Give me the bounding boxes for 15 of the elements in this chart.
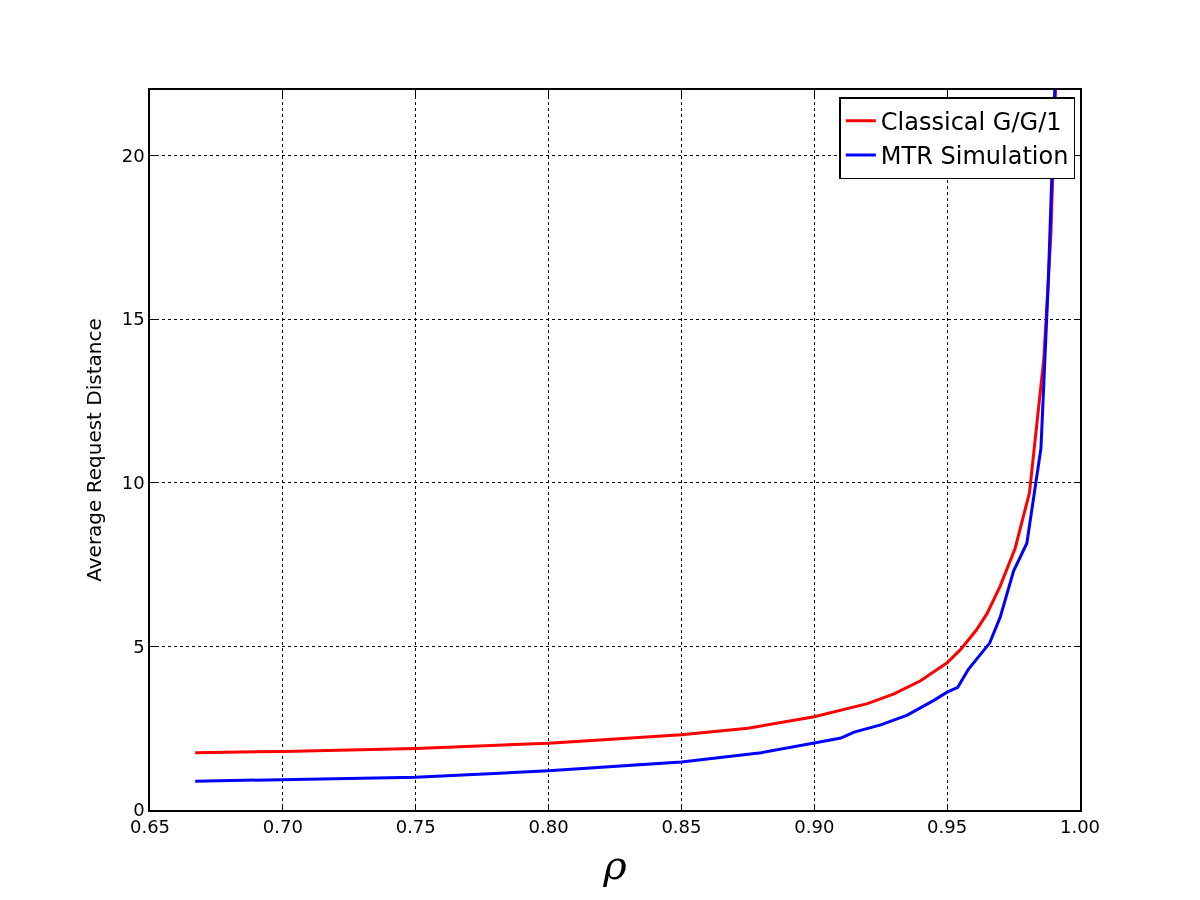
x-tick-label: 0.85 bbox=[661, 816, 702, 838]
x-tick-label: 0.90 bbox=[794, 816, 835, 838]
x-tick-label: 0.95 bbox=[927, 816, 968, 838]
legend-label: MTR Simulation bbox=[880, 142, 1069, 171]
y-tick-label: 5 bbox=[133, 635, 145, 657]
y-tick-label: 15 bbox=[121, 308, 145, 330]
y-tick-label: 10 bbox=[121, 472, 145, 494]
y-tick-label: 20 bbox=[121, 144, 145, 166]
x-tick-label: 0.80 bbox=[528, 816, 569, 838]
x-tick-label: 1.00 bbox=[1059, 816, 1101, 838]
legend-label: Classical G/G/1 bbox=[880, 108, 1062, 137]
x-tick-label: 0.70 bbox=[262, 816, 303, 838]
y-axis-title: Average Request Distance bbox=[81, 318, 106, 582]
x-tick-label: 0.75 bbox=[395, 816, 436, 838]
x-axis-title: ρ bbox=[602, 842, 628, 889]
